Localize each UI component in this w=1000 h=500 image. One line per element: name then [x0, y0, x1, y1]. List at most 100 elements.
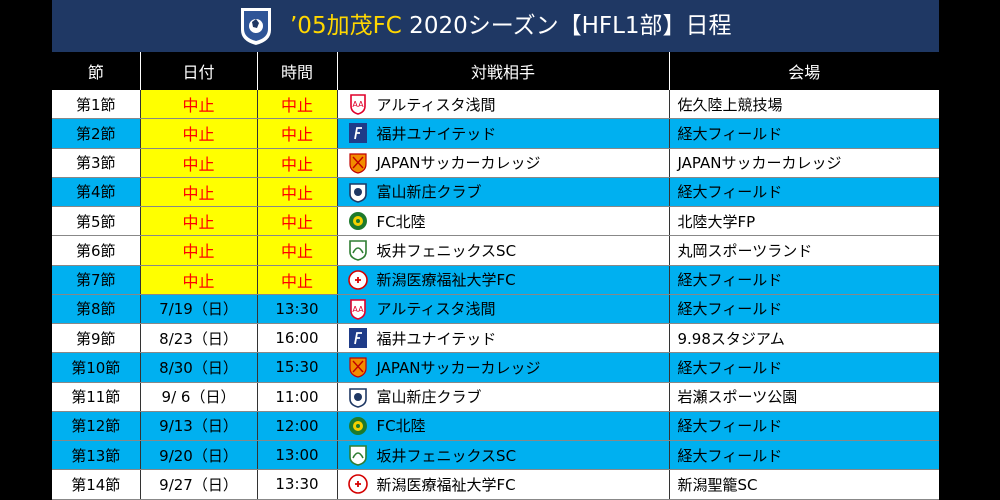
date-cell: 9/ 6（日）	[139, 382, 257, 412]
schedule-board: ’05加茂FC 2020シーズン【HFL1部】日程 節 日付 時間 対戦相手 会…	[52, 0, 939, 500]
opponent-cell: FC北陸	[336, 411, 669, 442]
venue-cell: 岩瀬スポーツ公園	[668, 382, 939, 412]
opponent-cell: AA アルティスタ浅間	[336, 90, 669, 120]
kei-univ-crest-icon	[239, 6, 273, 48]
opponent-cell: 福井ユナイテッド	[336, 118, 669, 149]
section-cell: 第14節	[52, 469, 140, 500]
header-row: 節 日付 時間 対戦相手 会場	[52, 52, 939, 90]
niigata-medical-crest-icon	[347, 269, 368, 290]
header-time: 時間	[256, 52, 337, 90]
opponent-cell: JAPANサッカーカレッジ	[336, 148, 669, 178]
title-club-name: 加茂FC	[326, 13, 402, 39]
opponent-cell: 坂井フェニックスSC	[336, 440, 669, 471]
date-cell: 中止	[139, 265, 257, 295]
opponent-cell: 新潟医療福祉大学FC	[336, 265, 669, 295]
header-venue: 会場	[668, 52, 939, 90]
opponent-name: 福井ユナイテッド	[376, 329, 497, 348]
section-cell: 第5節	[52, 206, 140, 237]
section-cell: 第11節	[52, 382, 140, 412]
date-cell: 9/13（日）	[139, 411, 257, 442]
opponent-name: 富山新庄クラブ	[376, 183, 482, 202]
table-row: 第10節 8/30（日） 15:30 JAPANサッカーカレッジ 経大フィールド	[52, 352, 939, 383]
venue-cell: 経大フィールド	[668, 411, 939, 442]
time-cell: 16:00	[256, 323, 337, 354]
date-cell: 中止	[139, 118, 257, 149]
time-cell: 中止	[256, 118, 337, 149]
venue-cell: 経大フィールド	[668, 294, 939, 325]
venue-cell: JAPANサッカーカレッジ	[668, 148, 939, 178]
section-cell: 第7節	[52, 265, 140, 295]
time-cell: 中止	[256, 90, 337, 120]
time-cell: 中止	[256, 206, 337, 237]
venue-cell: 経大フィールド	[668, 352, 939, 383]
table-row: 第4節 中止 中止 富山新庄クラブ 経大フィールド	[52, 177, 939, 208]
section-cell: 第6節	[52, 235, 140, 266]
table-row: 第9節 8/23（日） 16:00 福井ユナイテッド 9.98スタジアム	[52, 323, 939, 354]
asama-crest-icon: AA	[349, 94, 366, 115]
table-row: 第3節 中止 中止 JAPANサッカーカレッジ JAPANサッカーカレッジ	[52, 148, 939, 178]
opponent-cell: 坂井フェニックスSC	[336, 235, 669, 266]
opponent-name: アルティスタ浅間	[376, 95, 496, 114]
opponent-name: 富山新庄クラブ	[376, 388, 482, 407]
opponent-cell: 富山新庄クラブ	[336, 382, 669, 412]
opponent-name: 坂井フェニックスSC	[376, 446, 517, 465]
time-cell: 中止	[256, 235, 337, 266]
sakai-crest-icon	[348, 445, 367, 466]
niigata-medical-crest-icon	[347, 474, 368, 495]
date-cell: 中止	[139, 206, 257, 237]
section-cell: 第8節	[52, 294, 140, 325]
opponent-name: アルティスタ浅間	[376, 300, 496, 319]
venue-cell: 経大フィールド	[668, 440, 939, 471]
section-cell: 第9節	[52, 323, 140, 354]
fukui-crest-icon	[348, 123, 367, 144]
table-row: 第6節 中止 中止 坂井フェニックスSC 丸岡スポーツランド	[52, 235, 939, 266]
header-opponent: 対戦相手	[336, 52, 669, 90]
date-cell: 9/20（日）	[139, 440, 257, 471]
header-date: 日付	[139, 52, 257, 90]
time-cell: 中止	[256, 177, 337, 208]
sakai-crest-icon	[348, 240, 367, 262]
title-season: 2020シーズン【HFL1部】日程	[401, 13, 732, 39]
opponent-name: 新潟医療福祉大学FC	[376, 475, 516, 494]
opponent-cell: 福井ユナイテッド	[336, 323, 669, 354]
table-row: 第5節 中止 中止 FC北陸 北陸大学FP	[52, 206, 939, 237]
venue-cell: 北陸大学FP	[668, 206, 939, 237]
opponent-cell: 富山新庄クラブ	[336, 177, 669, 208]
date-cell: 8/23（日）	[139, 323, 257, 354]
section-cell: 第12節	[52, 411, 140, 442]
hokuriku-crest-icon	[348, 416, 367, 435]
asama-crest-icon: AA	[349, 299, 366, 320]
time-cell: 12:00	[256, 411, 337, 442]
table-row: 第12節 9/13（日） 12:00 FC北陸 経大フィールド	[52, 411, 939, 442]
venue-cell: 佐久陸上競技場	[668, 90, 939, 120]
opponent-cell: AA アルティスタ浅間	[336, 294, 669, 325]
date-cell: 中止	[139, 90, 257, 120]
opponent-name: JAPANサッカーカレッジ	[376, 358, 541, 377]
table-row: 第2節 中止 中止 福井ユナイテッド 経大フィールド	[52, 118, 939, 149]
header-section: 節	[52, 52, 140, 90]
date-cell: 中止	[139, 235, 257, 266]
venue-cell: 新潟聖籠SC	[668, 469, 939, 500]
hokuriku-crest-icon	[348, 212, 367, 231]
title-bar: ’05加茂FC 2020シーズン【HFL1部】日程	[52, 0, 939, 52]
time-cell: 中止	[256, 148, 337, 178]
jsc-crest-icon	[348, 153, 367, 174]
schedule-table: 節 日付 時間 対戦相手 会場 第1節 中止 中止 AA アルティスタ浅間 佐久陸上競技場…	[52, 52, 939, 500]
opponent-cell: JAPANサッカーカレッジ	[336, 352, 669, 383]
time-cell: 11:00	[256, 382, 337, 412]
svg-text:AA: AA	[352, 100, 364, 109]
date-cell: 9/27（日）	[139, 469, 257, 500]
page-title: ’05加茂FC 2020シーズン【HFL1部】日程	[290, 0, 732, 52]
time-cell: 13:30	[256, 294, 337, 325]
title-prefix: ’05	[290, 13, 327, 39]
opponent-cell: 新潟医療福祉大学FC	[336, 469, 669, 500]
section-cell: 第10節	[52, 352, 140, 383]
table-row: 第1節 中止 中止 AA アルティスタ浅間 佐久陸上競技場	[52, 90, 939, 120]
table-row: 第14節 9/27（日） 13:30 新潟医療福祉大学FC 新潟聖籠SC	[52, 469, 939, 500]
date-cell: 中止	[139, 148, 257, 178]
time-cell: 15:30	[256, 352, 337, 383]
section-cell: 第2節	[52, 118, 140, 149]
opponent-name: JAPANサッカーカレッジ	[376, 154, 541, 173]
fukui-crest-icon	[348, 328, 367, 349]
section-cell: 第3節	[52, 148, 140, 178]
